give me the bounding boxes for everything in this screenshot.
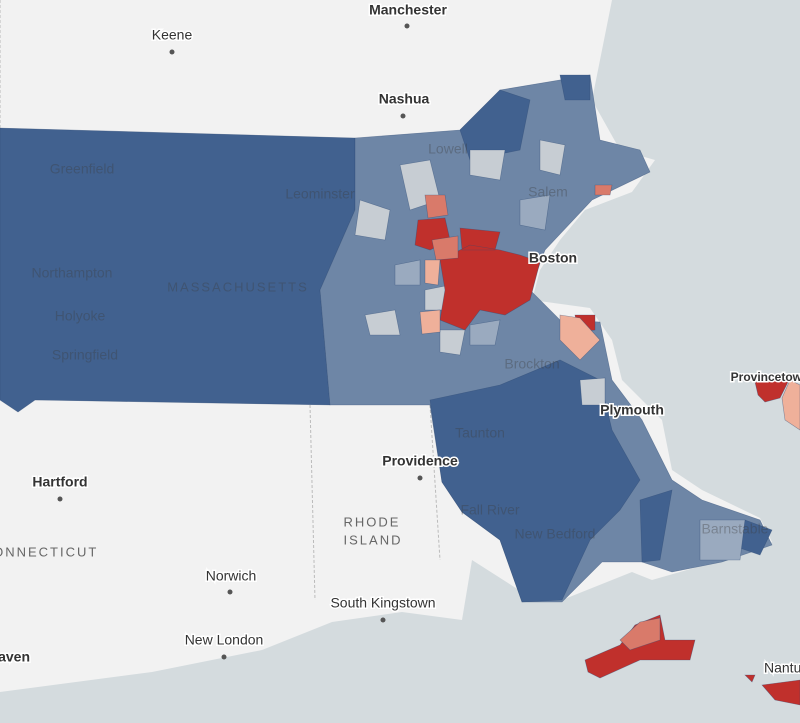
place-label: Holyoke xyxy=(55,308,106,324)
place-label: Provincetown xyxy=(731,370,800,384)
place-label: Greenfield xyxy=(50,161,115,177)
nantucket xyxy=(744,674,800,706)
place-label: Manchester xyxy=(369,2,447,18)
place-label: Taunton xyxy=(455,425,505,441)
place-label: Salem xyxy=(528,184,568,200)
place-label: Hartford xyxy=(32,474,87,490)
region-pink xyxy=(419,259,601,361)
regions xyxy=(0,74,800,706)
place-label: Northampton xyxy=(32,265,113,281)
region-salmon xyxy=(424,184,613,261)
city-dot xyxy=(221,654,227,660)
place-label: Nantucket xyxy=(764,660,800,676)
provincetown xyxy=(754,377,791,403)
outer-cape xyxy=(781,379,800,431)
place-label: New London xyxy=(185,632,264,648)
place-label: Keene xyxy=(152,27,193,43)
region-south xyxy=(429,359,641,603)
city-dot xyxy=(400,113,406,119)
vineyard-pink xyxy=(619,617,661,651)
place-label: Lowell xyxy=(428,141,468,157)
region-north xyxy=(459,74,591,161)
place-label: Fall River xyxy=(460,502,519,518)
place-label: Brockton xyxy=(504,356,559,372)
city-dot xyxy=(380,617,386,623)
place-label: Boston xyxy=(529,250,577,266)
place-label: Barnstable xyxy=(702,521,769,537)
city-dot xyxy=(417,475,423,481)
place-label: New Bedford xyxy=(515,526,596,542)
place-label: Plymouth xyxy=(600,402,664,418)
place-label: Nashua xyxy=(379,91,430,107)
region-light xyxy=(394,194,746,561)
place-label: Leominster xyxy=(285,186,355,202)
place-label: Norwich xyxy=(206,568,257,584)
state-label: RHODE xyxy=(344,514,401,529)
place-label: South Kingstown xyxy=(330,595,435,611)
state-label: MASSACHUSETTS xyxy=(167,279,309,294)
place-label: Providence xyxy=(382,453,458,469)
place-label: Haven xyxy=(0,649,30,665)
state-label: CONNECTICUT xyxy=(0,544,98,559)
labels: Manchester Keene Nashua Lowell Greenfiel… xyxy=(0,0,800,677)
city-dot xyxy=(227,589,233,595)
state-border xyxy=(0,0,441,601)
place-label: Springfield xyxy=(52,347,118,363)
city-dot xyxy=(169,49,175,55)
state-label: ISLAND xyxy=(344,532,403,547)
city-dot xyxy=(404,23,410,29)
city-dot xyxy=(57,496,63,502)
